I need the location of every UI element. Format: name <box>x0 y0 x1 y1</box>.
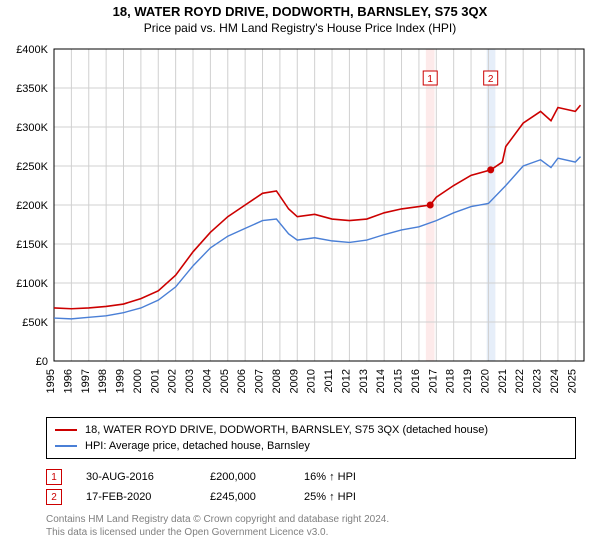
svg-text:2025: 2025 <box>566 369 578 393</box>
svg-text:1: 1 <box>427 74 433 85</box>
svg-text:£400K: £400K <box>16 44 48 56</box>
svg-text:£200K: £200K <box>16 200 48 212</box>
svg-text:2005: 2005 <box>219 369 231 393</box>
svg-text:2020: 2020 <box>479 369 491 393</box>
svg-text:2010: 2010 <box>306 369 318 393</box>
svg-text:£300K: £300K <box>16 122 48 134</box>
svg-text:2016: 2016 <box>410 369 422 393</box>
svg-text:£0: £0 <box>36 356 48 368</box>
svg-text:1999: 1999 <box>115 369 127 393</box>
svg-text:£100K: £100K <box>16 278 48 290</box>
event-row: 1 30-AUG-2016 £200,000 16% ↑ HPI <box>46 467 576 487</box>
legend-label: HPI: Average price, detached house, Barn… <box>85 440 310 452</box>
svg-text:2012: 2012 <box>340 369 352 393</box>
chart-plot: £0 £50K £100K £150K £200K £250K £300K £350K £400… <box>10 41 590 411</box>
footnote-line: Contains HM Land Registry data © Crown c… <box>46 513 576 526</box>
event-badge: 2 <box>46 489 62 505</box>
svg-text:2002: 2002 <box>167 369 179 393</box>
chart-subtitle: Price paid vs. HM Land Registry's House … <box>0 21 600 35</box>
svg-text:2017: 2017 <box>427 369 439 393</box>
svg-text:2019: 2019 <box>462 369 474 393</box>
svg-text:1996: 1996 <box>62 369 74 393</box>
legend-swatch <box>55 429 77 431</box>
svg-text:2023: 2023 <box>532 369 544 393</box>
footnote-line: This data is licensed under the Open Gov… <box>46 526 576 539</box>
svg-text:£50K: £50K <box>22 317 48 329</box>
footnote: Contains HM Land Registry data © Crown c… <box>46 513 576 539</box>
event-date: 17-FEB-2020 <box>86 491 196 503</box>
event-price: £245,000 <box>210 491 290 503</box>
svg-text:2000: 2000 <box>132 369 144 393</box>
svg-text:2: 2 <box>488 74 494 85</box>
event-hpi: 16% ↑ HPI <box>304 471 394 483</box>
legend-box: 18, WATER ROYD DRIVE, DODWORTH, BARNSLEY… <box>46 417 576 459</box>
chart-title: 18, WATER ROYD DRIVE, DODWORTH, BARNSLEY… <box>0 4 600 19</box>
chart-container: 18, WATER ROYD DRIVE, DODWORTH, BARNSLEY… <box>0 0 600 560</box>
svg-text:2021: 2021 <box>497 369 509 393</box>
legend-swatch <box>55 445 77 447</box>
event-date: 30-AUG-2016 <box>86 471 196 483</box>
svg-text:1995: 1995 <box>45 369 57 393</box>
legend-item: HPI: Average price, detached house, Barn… <box>55 438 567 454</box>
svg-text:2009: 2009 <box>288 369 300 393</box>
svg-text:1997: 1997 <box>80 369 92 393</box>
svg-text:2001: 2001 <box>149 369 161 393</box>
svg-text:2024: 2024 <box>549 369 561 393</box>
svg-text:2006: 2006 <box>236 369 248 393</box>
svg-text:2022: 2022 <box>514 369 526 393</box>
event-hpi: 25% ↑ HPI <box>304 491 394 503</box>
legend-label: 18, WATER ROYD DRIVE, DODWORTH, BARNSLEY… <box>85 424 488 436</box>
svg-text:2003: 2003 <box>184 369 196 393</box>
svg-text:2008: 2008 <box>271 369 283 393</box>
svg-text:£350K: £350K <box>16 83 48 95</box>
events-table: 1 30-AUG-2016 £200,000 16% ↑ HPI 2 17-FE… <box>46 467 576 507</box>
event-price: £200,000 <box>210 471 290 483</box>
legend-item: 18, WATER ROYD DRIVE, DODWORTH, BARNSLEY… <box>55 422 567 438</box>
svg-text:£250K: £250K <box>16 161 48 173</box>
svg-text:2015: 2015 <box>393 369 405 393</box>
chart-svg: £0 £50K £100K £150K £200K £250K £300K £350K £400… <box>10 41 590 411</box>
titles: 18, WATER ROYD DRIVE, DODWORTH, BARNSLEY… <box>0 0 600 35</box>
svg-text:2014: 2014 <box>375 369 387 393</box>
svg-text:2011: 2011 <box>323 369 335 393</box>
event-row: 2 17-FEB-2020 £245,000 25% ↑ HPI <box>46 487 576 507</box>
svg-text:2018: 2018 <box>445 369 457 393</box>
event-badge: 1 <box>46 469 62 485</box>
svg-text:2004: 2004 <box>201 369 213 393</box>
svg-text:£150K: £150K <box>16 239 48 251</box>
svg-text:2013: 2013 <box>358 369 370 393</box>
svg-text:2007: 2007 <box>254 369 266 393</box>
svg-text:1998: 1998 <box>97 369 109 393</box>
